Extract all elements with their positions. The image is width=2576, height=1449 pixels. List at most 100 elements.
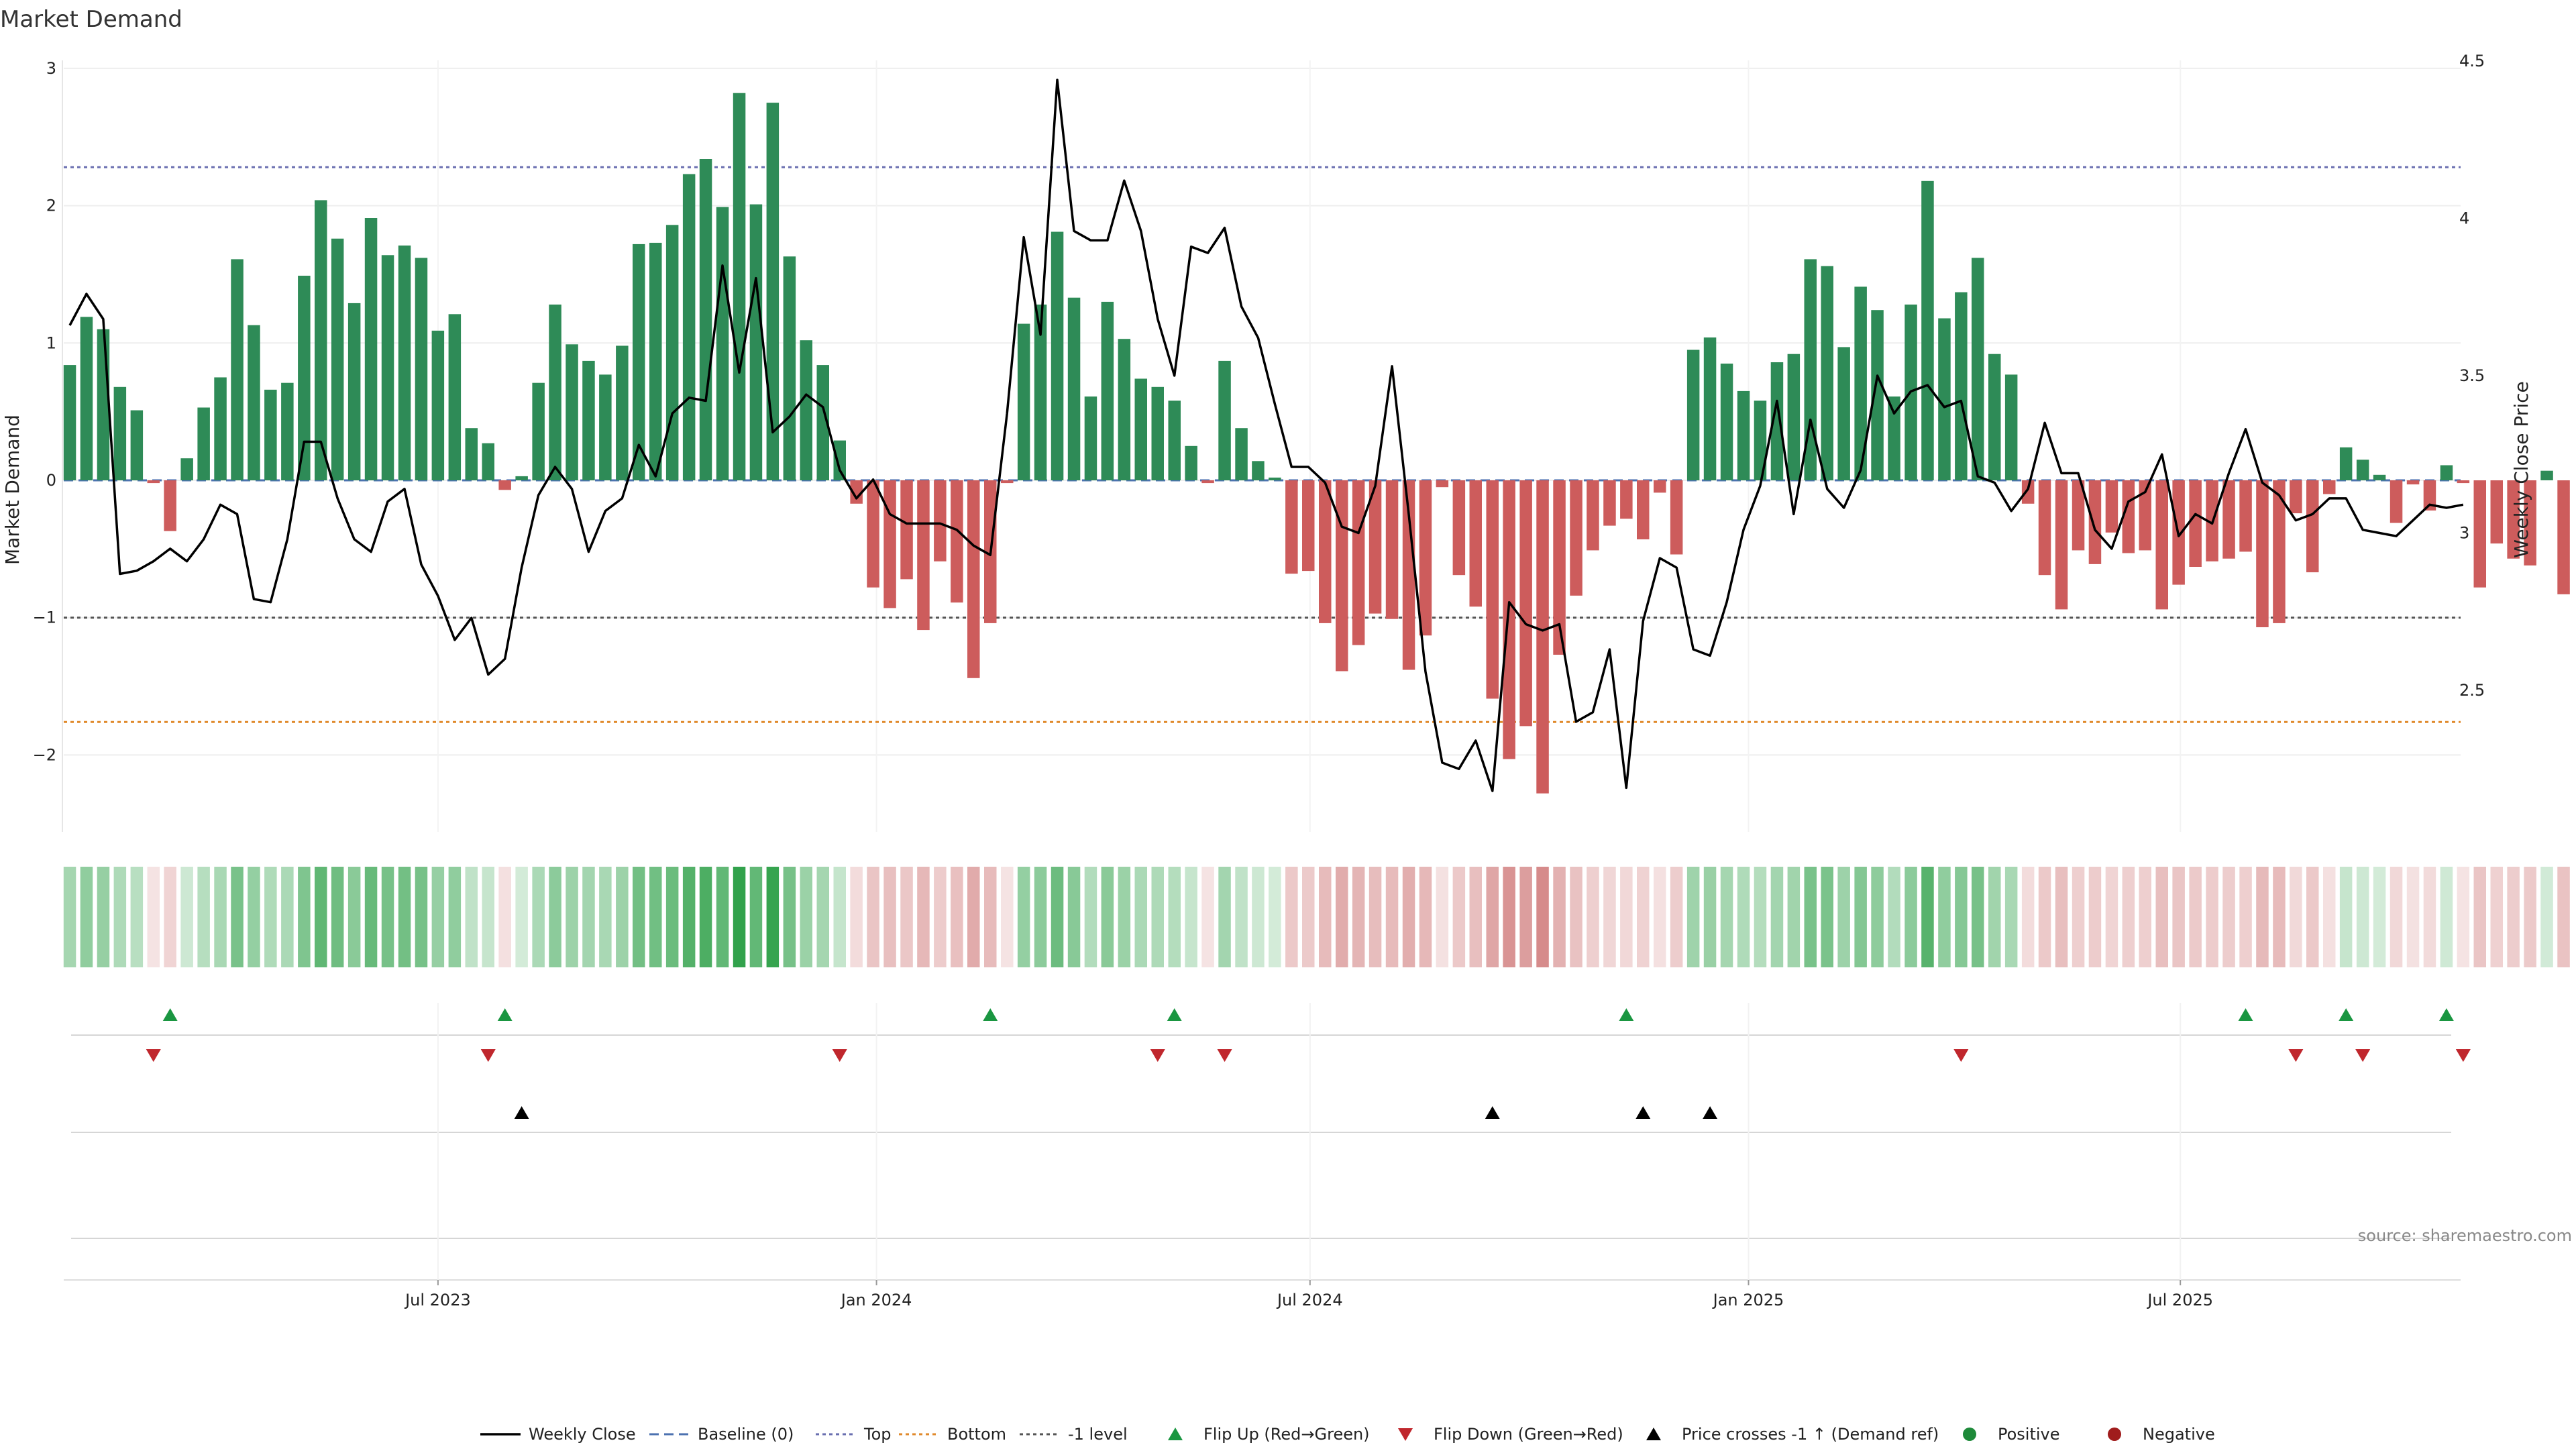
signal-strips (64, 1003, 2471, 1281)
heat-cell (1302, 867, 1315, 967)
demand-bar (381, 255, 394, 480)
heat-cell (850, 867, 863, 967)
demand-bar (1101, 301, 1114, 480)
heat-cell (1787, 867, 1801, 967)
heat-cell (665, 867, 679, 967)
demand-bar (231, 259, 244, 480)
heat-cell (214, 867, 227, 967)
demand-bar (1603, 480, 1616, 526)
heat-cell (1034, 867, 1047, 967)
demand-bar (465, 428, 478, 480)
demand-bar (699, 159, 712, 480)
demand-bar (1519, 480, 1532, 727)
legend: Weekly Close Baseline (0) Top Bottom -1 leve… (480, 1425, 2215, 1444)
flip-down-marker (1953, 1049, 1969, 1062)
demand-bar (766, 103, 780, 481)
demand-bar (850, 480, 863, 504)
heat-cell (97, 867, 110, 967)
demand-bar (1469, 480, 1482, 607)
heat-cell (2038, 867, 2051, 967)
heat-cell (515, 867, 528, 967)
heat-cell (917, 867, 930, 967)
heat-cell (1452, 867, 1466, 967)
weekly-close-line (68, 78, 2464, 792)
heat-cell (147, 867, 160, 967)
heat-cell (1067, 867, 1081, 967)
demand-bar (2038, 480, 2051, 576)
demand-bar (1134, 378, 1147, 480)
legend-label: Flip Down (Green→Red) (1434, 1425, 1623, 1444)
demand-bar (214, 377, 227, 480)
demand-bar (80, 317, 93, 480)
heat-cell (63, 867, 76, 967)
chart-title: Market Demand (0, 6, 182, 33)
heat-cell (967, 867, 980, 967)
demand-bar (1336, 480, 1348, 672)
heat-cell (951, 867, 963, 967)
legend-triangle-up-icon (1168, 1428, 1183, 1440)
source-note: source: sharemaestro.com (2358, 1226, 2572, 1245)
left-axis-label: Market Demand (1, 415, 23, 565)
heat-cell (113, 867, 127, 967)
right-tick-label: 3 (2459, 524, 2469, 543)
demand-bar (2139, 480, 2151, 551)
heat-cell (1352, 867, 1365, 967)
legend-circle-icon (1963, 1428, 1976, 1441)
price-line-group (68, 78, 2464, 792)
x-tick-label: Jul 2023 (404, 1291, 471, 1309)
heat-cell (398, 867, 411, 967)
heat-cell (2072, 867, 2085, 967)
heat-cell (1319, 867, 1332, 967)
demand-bar (1352, 480, 1365, 645)
legend-label: Bottom (947, 1425, 1006, 1444)
demand-bar (549, 305, 561, 480)
heat-cell (1336, 867, 1348, 967)
heat-cell (1737, 867, 1750, 967)
demand-bar (1185, 445, 1197, 480)
heat-cell (1051, 867, 1064, 967)
heat-cell (1603, 867, 1616, 967)
heat-cell (1385, 867, 1399, 967)
demand-bar (1837, 347, 1850, 480)
heat-cell (984, 867, 997, 967)
heat-cell (1368, 867, 1382, 967)
right-tick-label: 4.5 (2459, 52, 2485, 70)
demand-bar (1084, 396, 1097, 480)
demand-bar (532, 382, 545, 480)
demand-bar (2540, 470, 2553, 480)
demand-bar (1720, 364, 1733, 480)
flip-up-marker (2238, 1008, 2253, 1021)
demand-bar (749, 204, 763, 480)
demand-bar (1051, 231, 1064, 480)
heat-cell (2423, 867, 2436, 967)
demand-bar (2406, 480, 2420, 485)
demand-bar (1754, 400, 1767, 480)
heat-cell (616, 867, 629, 967)
legend-triangle-down-icon (1398, 1428, 1413, 1441)
heat-cell (1084, 867, 1097, 967)
heat-cell (1503, 867, 1515, 967)
demand-bar (665, 225, 679, 480)
demand-bar (2390, 480, 2403, 523)
demand-bar (347, 303, 361, 480)
heat-cell (415, 867, 428, 967)
demand-bar (2273, 480, 2286, 623)
heat-cell (1871, 867, 1884, 967)
demand-bar (682, 174, 696, 480)
demand-bar (298, 276, 311, 480)
demand-bar (1235, 428, 1248, 480)
heat-cell (1402, 867, 1415, 967)
demand-bar (1118, 339, 1131, 480)
heat-cell (582, 867, 595, 967)
demand-bar (582, 360, 595, 480)
flip-up-marker (2438, 1008, 2454, 1021)
demand-bar (431, 330, 445, 480)
heat-cell (2004, 867, 2018, 967)
heat-cell (347, 867, 361, 967)
demand-bar (649, 242, 662, 480)
demand-bar (2490, 480, 2503, 544)
demand-bar (566, 344, 578, 480)
demand-bar (1285, 480, 1298, 574)
legend-label: Baseline (0) (698, 1425, 794, 1444)
left-tick-label: −2 (33, 745, 56, 764)
